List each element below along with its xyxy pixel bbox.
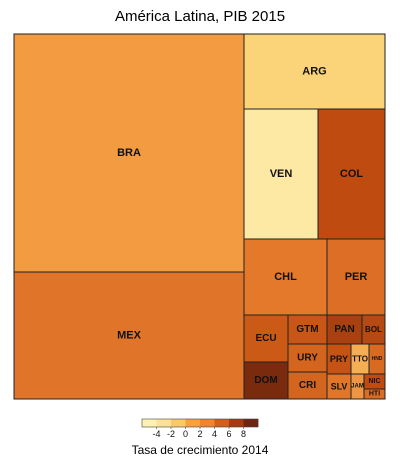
legend-swatch [229, 419, 244, 427]
treemap-cell-per: PER [326, 238, 386, 316]
treemap-label-gtm: GTM [296, 324, 318, 335]
chart-title: América Latina, PIB 2015 [114, 8, 286, 25]
legend-tick-label: -4 [152, 429, 160, 439]
treemap-frame [13, 33, 386, 400]
legend-swatch [156, 419, 172, 427]
legend-tick-label: 0 [183, 429, 188, 439]
treemap-label-pry: PRY [330, 354, 348, 364]
treemap-rect-col [317, 108, 386, 240]
treemap-label-jam: JAM [351, 384, 364, 390]
treemap-rect-per [326, 238, 386, 316]
treemap-label-hti: HTI [369, 391, 380, 398]
treemap-label-ven: VEN [270, 168, 293, 180]
treemap-cell-gtm: GTM [287, 314, 328, 345]
treemap-cell-ven: VEN [243, 108, 319, 240]
treemap-rect-ury [287, 343, 328, 373]
legend-swatch [214, 419, 230, 427]
legend-swatch [185, 419, 201, 427]
treemap-label-bra: BRA [117, 147, 141, 159]
legend-swatch [243, 419, 259, 427]
treemap-label-chl: CHL [274, 271, 297, 283]
treemap-cells: BRA MEX ARG VEN COL CHL PER ECU GTM PAN BOL DOM URY C… [13, 33, 386, 400]
legend-tick-label: 8 [241, 429, 246, 439]
treemap-rect-ecu [243, 314, 289, 363]
treemap-cell-ecu: ECU [243, 314, 289, 363]
treemap-cell-jam: JAM [350, 373, 365, 400]
treemap-rect-pry [326, 343, 352, 375]
treemap-label-bol: BOL [365, 325, 382, 334]
treemap-cell-slv: SLV [326, 373, 352, 400]
treemap-cell-hti: HTI [363, 388, 386, 400]
treemap-label-tto: TTO [352, 355, 368, 364]
legend-title: Tasa de crecimiento 2014 [131, 443, 269, 457]
treemap-cell-pan: PAN [326, 314, 363, 345]
treemap-label-dom: DOM [254, 375, 277, 386]
treemap-label-nic: NIC [368, 378, 380, 385]
treemap-label-pan: PAN [334, 324, 354, 335]
treemap-label-cri: CRI [299, 380, 316, 391]
treemap-label-ecu: ECU [255, 333, 276, 344]
legend-swatch [171, 419, 186, 427]
treemap-label-slv: SLV [331, 382, 348, 392]
treemap-cell-mex: MEX [13, 271, 245, 400]
legend-tick-label: 6 [226, 429, 231, 439]
treemap-cell-tto: TTO [350, 343, 370, 375]
treemap-rect-slv [326, 373, 352, 400]
treemap-label-arg: ARG [302, 66, 326, 78]
treemap-cell-chl: CHL [243, 238, 328, 316]
treemap-rect-gtm [287, 314, 328, 345]
legend-tick-label: -2 [167, 429, 175, 439]
treemap-label-per: PER [345, 271, 368, 283]
treemap-cell-bra: BRA [13, 33, 245, 273]
treemap-cell-nic: NIC [363, 373, 386, 390]
treemap-cell-arg: ARG [243, 33, 386, 110]
legend-swatch [142, 419, 157, 427]
legend-swatch [200, 419, 215, 427]
treemap-cell-hnd: HND [368, 343, 386, 375]
treemap-cell-bol: BOL [361, 314, 386, 345]
treemap-label-hnd: HND [372, 356, 383, 362]
treemap-cell-col: COL [317, 108, 386, 240]
treemap-cell-ury: URY [287, 343, 328, 373]
treemap-label-col: COL [340, 168, 364, 180]
treemap-label-ury: URY [297, 353, 318, 364]
legend-tick-label: 4 [212, 429, 217, 439]
color-legend: -4 -2 0 2 4 6 8 [141, 418, 259, 439]
treemap-cell-cri: CRI [287, 371, 328, 400]
treemap-cell-pry: PRY [326, 343, 352, 375]
treemap-cell-dom: DOM [243, 361, 289, 400]
legend-tick-label: 2 [197, 429, 202, 439]
treemap-label-mex: MEX [117, 330, 142, 342]
treemap-rect-chl [243, 238, 328, 316]
